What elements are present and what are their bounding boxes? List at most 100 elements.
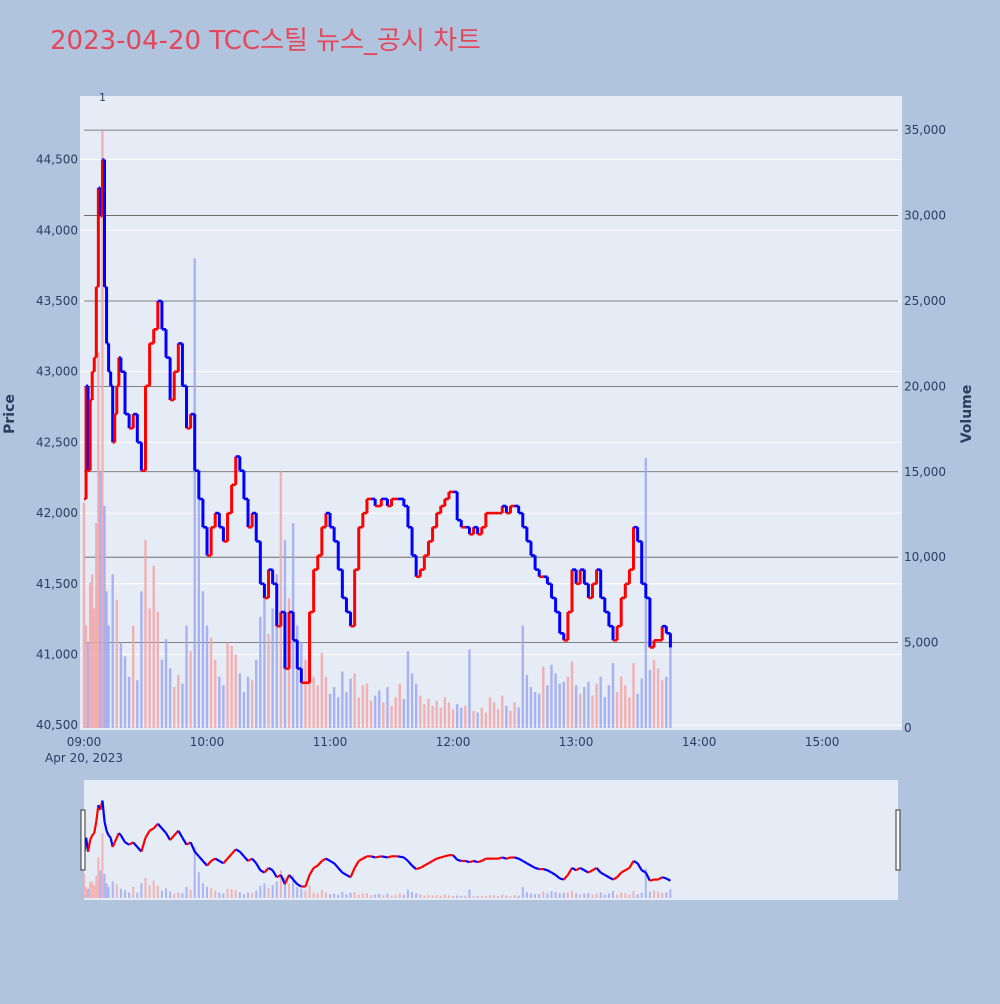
time-tick-label: 14:00 <box>682 735 717 749</box>
slider-volume-bar <box>452 895 455 898</box>
slider-volume-bar <box>607 893 610 898</box>
volume-bar <box>205 625 209 728</box>
slider-price-segment <box>101 800 106 822</box>
volume-bar <box>353 673 356 728</box>
slider-volume-bar <box>501 894 504 898</box>
slider-volume-bar <box>427 894 430 898</box>
slider-price-segment <box>665 877 671 882</box>
volume-bar <box>558 683 561 728</box>
slider-price-segment <box>628 860 635 869</box>
slider-price-segment <box>649 878 655 882</box>
volume-bar <box>496 709 500 728</box>
slider-volume-bar <box>337 894 340 898</box>
slider-price-segment <box>113 837 118 843</box>
slider-price-segment <box>632 860 639 865</box>
slider-volume-bar <box>119 888 122 898</box>
slider-volume-bar <box>542 891 545 898</box>
volume-bar <box>476 712 479 728</box>
slider-volume-bar <box>292 875 295 898</box>
slider-volume-bar <box>476 896 479 898</box>
volume-bar <box>525 675 529 728</box>
volume-bar <box>484 712 488 728</box>
volume-bar <box>189 651 192 728</box>
volume-bar <box>570 661 574 728</box>
slider-price-segment <box>149 827 155 832</box>
slider-price-segment <box>554 874 561 880</box>
slider-price-segment <box>362 855 368 860</box>
volume-bar <box>127 676 131 728</box>
main-plot-area[interactable] <box>80 96 902 730</box>
slider-volume-bar <box>259 885 262 898</box>
slider-price-segment <box>189 841 196 853</box>
volume-bar <box>394 697 397 728</box>
slider-price-segment <box>604 873 610 879</box>
volume-tick-label: 15,000 <box>904 465 946 479</box>
slider-volume-bar <box>657 891 660 898</box>
volume-bar <box>632 663 635 728</box>
volume-bar <box>222 685 225 728</box>
slider-price-segment <box>579 866 585 872</box>
volume-bar <box>599 676 602 728</box>
volume-bar <box>492 702 496 728</box>
slider-price-segment <box>571 866 577 872</box>
volume-bar <box>488 697 492 728</box>
volume-bar <box>328 693 332 728</box>
slider-price-segment <box>374 855 382 859</box>
slider-volume-bar <box>201 883 204 898</box>
slider-volume-bar <box>644 868 647 898</box>
volume-bar <box>99 471 102 728</box>
slider-volume-bar <box>484 896 487 898</box>
slider-price-segment <box>456 858 462 863</box>
slider-volume-bar <box>279 870 282 898</box>
slider-volume-bar <box>238 892 241 898</box>
volume-bar <box>296 625 299 728</box>
slider-price-segment <box>255 862 262 871</box>
slider-price-segment <box>181 837 188 846</box>
volume-tick-label: 0 <box>904 721 912 735</box>
volume-bar <box>238 673 242 728</box>
slider-price-segment <box>93 821 98 834</box>
volume-bar <box>218 676 221 728</box>
slider-volume-bar <box>583 893 586 898</box>
slider-price-segment <box>501 856 507 860</box>
volume-bar <box>550 664 553 728</box>
range-slider-right-handle[interactable] <box>895 809 901 871</box>
slider-volume-bar <box>611 890 614 898</box>
slider-price-segment <box>661 876 667 880</box>
slider-volume-bar <box>624 893 627 898</box>
slider-price-segment <box>193 850 200 858</box>
slider-volume-bar <box>247 892 250 898</box>
slider-price-segment <box>308 867 315 876</box>
slider-price-segment <box>177 830 184 839</box>
slider-price-segment <box>210 857 216 862</box>
slider-volume-bar <box>105 883 108 898</box>
volume-bar <box>455 704 459 728</box>
volume-bar <box>140 591 143 728</box>
slider-volume-bar <box>251 892 254 898</box>
price-tick-label: 42,500 <box>36 435 78 449</box>
slider-volume-bar <box>124 890 127 898</box>
range-slider[interactable] <box>84 780 898 900</box>
slider-volume-bar <box>91 881 94 898</box>
slider-price-segment <box>321 857 327 862</box>
slider-price-segment <box>325 857 331 862</box>
slider-volume-bar <box>665 892 668 898</box>
slider-price-segment <box>506 856 511 860</box>
slider-volume-bar <box>534 894 537 898</box>
volume-tick-labels: 0 5,000 10,000 15,000 20,000 25,000 30,000 35,0… <box>904 123 946 735</box>
slider-volume-bar <box>177 892 180 898</box>
volume-bar <box>337 697 340 728</box>
slider-price-segment <box>600 871 606 876</box>
slider-volume-bar <box>439 895 442 898</box>
volume-bar <box>611 663 615 728</box>
volume-bar <box>82 502 86 728</box>
slider-volume-bar <box>374 894 377 898</box>
volume-bar <box>517 707 520 728</box>
volume-grid <box>84 129 898 643</box>
slider-volume-bar <box>267 887 270 898</box>
slider-volume-bar <box>288 883 291 898</box>
range-slider-left-handle[interactable] <box>80 809 86 871</box>
slider-price-segment <box>636 862 643 871</box>
volume-bar <box>197 488 201 728</box>
slider-price-segment <box>518 857 524 862</box>
